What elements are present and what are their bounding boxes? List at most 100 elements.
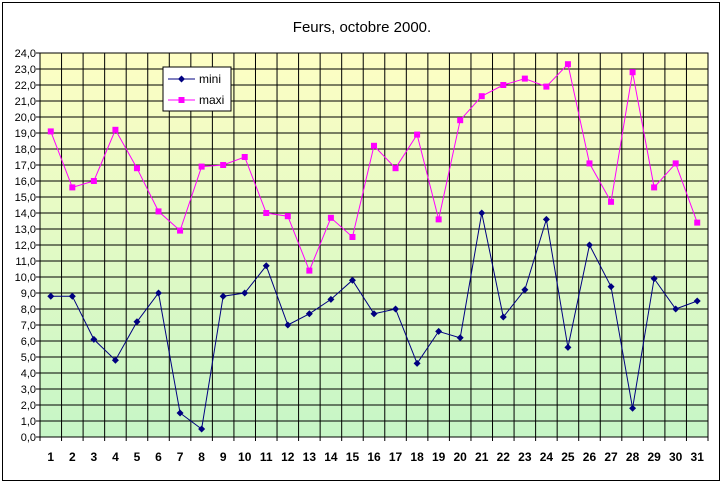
x-tick-label: 14 bbox=[324, 450, 338, 464]
x-tick-label: 17 bbox=[389, 450, 403, 464]
axis-layer: 0,01,02,03,04,05,06,07,08,09,010,011,012… bbox=[15, 48, 709, 464]
data-point-mini bbox=[392, 305, 400, 313]
x-tick-label: 12 bbox=[281, 450, 295, 464]
x-tick-label: 13 bbox=[303, 450, 317, 464]
data-point-maxi bbox=[457, 117, 464, 124]
y-tick-label: 21,0 bbox=[15, 96, 36, 108]
data-point-maxi bbox=[521, 75, 528, 82]
data-point-maxi bbox=[69, 184, 76, 191]
data-point-mini bbox=[370, 310, 378, 318]
legend-swatch-marker bbox=[178, 97, 185, 103]
series-layer bbox=[47, 61, 701, 433]
x-tick-label: 23 bbox=[518, 450, 532, 464]
x-tick-label: 7 bbox=[177, 450, 184, 464]
data-point-maxi bbox=[47, 128, 54, 135]
data-point-mini bbox=[435, 327, 443, 335]
series-maxi bbox=[47, 61, 701, 274]
y-tick-label: 0,0 bbox=[21, 432, 36, 444]
y-tick-label: 15,0 bbox=[15, 192, 36, 204]
y-tick-label: 12,0 bbox=[15, 240, 36, 252]
data-point-mini bbox=[456, 334, 464, 342]
data-point-mini bbox=[521, 286, 529, 294]
data-point-mini bbox=[111, 356, 119, 364]
data-point-mini bbox=[564, 343, 572, 351]
y-tick-label: 9,0 bbox=[21, 288, 36, 300]
data-point-mini bbox=[478, 209, 486, 217]
series-mini bbox=[47, 209, 701, 433]
x-tick-label: 22 bbox=[497, 450, 511, 464]
x-tick-label: 24 bbox=[540, 450, 554, 464]
x-tick-label: 25 bbox=[561, 450, 575, 464]
data-point-maxi bbox=[155, 208, 162, 215]
x-tick-label: 11 bbox=[260, 450, 273, 464]
data-point-mini bbox=[413, 359, 421, 367]
y-tick-label: 3,0 bbox=[21, 384, 36, 396]
legend: mini maxi bbox=[162, 66, 232, 112]
x-tick-label: 5 bbox=[134, 450, 141, 464]
data-point-maxi bbox=[241, 154, 248, 160]
data-point-mini bbox=[542, 215, 550, 223]
data-point-maxi bbox=[349, 234, 356, 240]
x-tick-label: 29 bbox=[647, 450, 661, 464]
data-point-mini bbox=[629, 404, 637, 412]
y-tick-label: 13,0 bbox=[15, 224, 36, 236]
x-tick-label: 30 bbox=[669, 450, 683, 464]
data-point-maxi bbox=[564, 61, 571, 68]
data-point-maxi bbox=[306, 267, 313, 274]
x-tick-label: 4 bbox=[112, 450, 119, 464]
x-tick-label: 31 bbox=[691, 450, 705, 464]
data-point-maxi bbox=[220, 162, 227, 168]
data-point-mini bbox=[327, 295, 335, 303]
y-tick-label: 4,0 bbox=[21, 368, 36, 380]
x-tick-label: 15 bbox=[346, 450, 360, 464]
data-point-mini bbox=[219, 292, 227, 300]
x-tick-label: 3 bbox=[91, 450, 98, 464]
legend-box bbox=[162, 66, 232, 112]
data-point-maxi bbox=[478, 93, 485, 100]
data-point-maxi bbox=[263, 210, 270, 216]
data-point-mini bbox=[305, 310, 313, 318]
y-tick-label: 11,0 bbox=[15, 256, 36, 268]
data-point-maxi bbox=[694, 219, 701, 226]
x-tick-label: 8 bbox=[198, 450, 205, 464]
data-point-maxi bbox=[543, 83, 550, 90]
x-tick-label: 26 bbox=[583, 450, 597, 464]
y-tick-label: 5,0 bbox=[21, 352, 36, 364]
y-tick-label: 14,0 bbox=[15, 208, 36, 220]
legend-label-maxi: maxi bbox=[199, 93, 224, 107]
data-point-mini bbox=[90, 335, 98, 343]
x-tick-label: 9 bbox=[220, 450, 227, 464]
legend-label-mini: mini bbox=[199, 72, 221, 86]
grid-layer bbox=[39, 52, 709, 438]
y-tick-label: 22,0 bbox=[15, 80, 36, 92]
data-point-mini bbox=[499, 313, 507, 321]
chart-title: Feurs, octobre 2000. bbox=[292, 19, 432, 36]
x-tick-label: 19 bbox=[432, 450, 446, 464]
data-point-maxi bbox=[629, 69, 636, 76]
data-point-mini bbox=[68, 292, 76, 300]
data-point-mini bbox=[47, 292, 55, 300]
y-tick-label: 18,0 bbox=[15, 144, 36, 156]
y-tick-label: 2,0 bbox=[21, 400, 36, 412]
data-point-maxi bbox=[112, 126, 119, 133]
y-tick-label: 8,0 bbox=[21, 304, 36, 316]
data-point-maxi bbox=[651, 184, 658, 191]
x-tick-label: 20 bbox=[454, 450, 468, 464]
data-point-mini bbox=[348, 276, 356, 284]
plot-border bbox=[39, 52, 709, 438]
data-point-maxi bbox=[672, 160, 679, 167]
data-point-mini bbox=[241, 289, 249, 297]
y-tick-label: 6,0 bbox=[21, 336, 36, 348]
x-tick-label: 6 bbox=[155, 450, 162, 464]
y-tick-label: 17,0 bbox=[15, 160, 36, 172]
y-tick-label: 16,0 bbox=[15, 176, 36, 188]
data-point-mini bbox=[262, 262, 270, 270]
y-tick-label: 19,0 bbox=[15, 128, 36, 140]
data-point-mini bbox=[607, 283, 615, 291]
data-point-mini bbox=[176, 409, 184, 417]
data-point-maxi bbox=[284, 213, 291, 220]
data-point-mini bbox=[672, 305, 680, 313]
y-tick-label: 10,0 bbox=[15, 272, 36, 284]
x-tick-label: 10 bbox=[238, 450, 252, 464]
x-tick-label: 18 bbox=[410, 450, 424, 464]
